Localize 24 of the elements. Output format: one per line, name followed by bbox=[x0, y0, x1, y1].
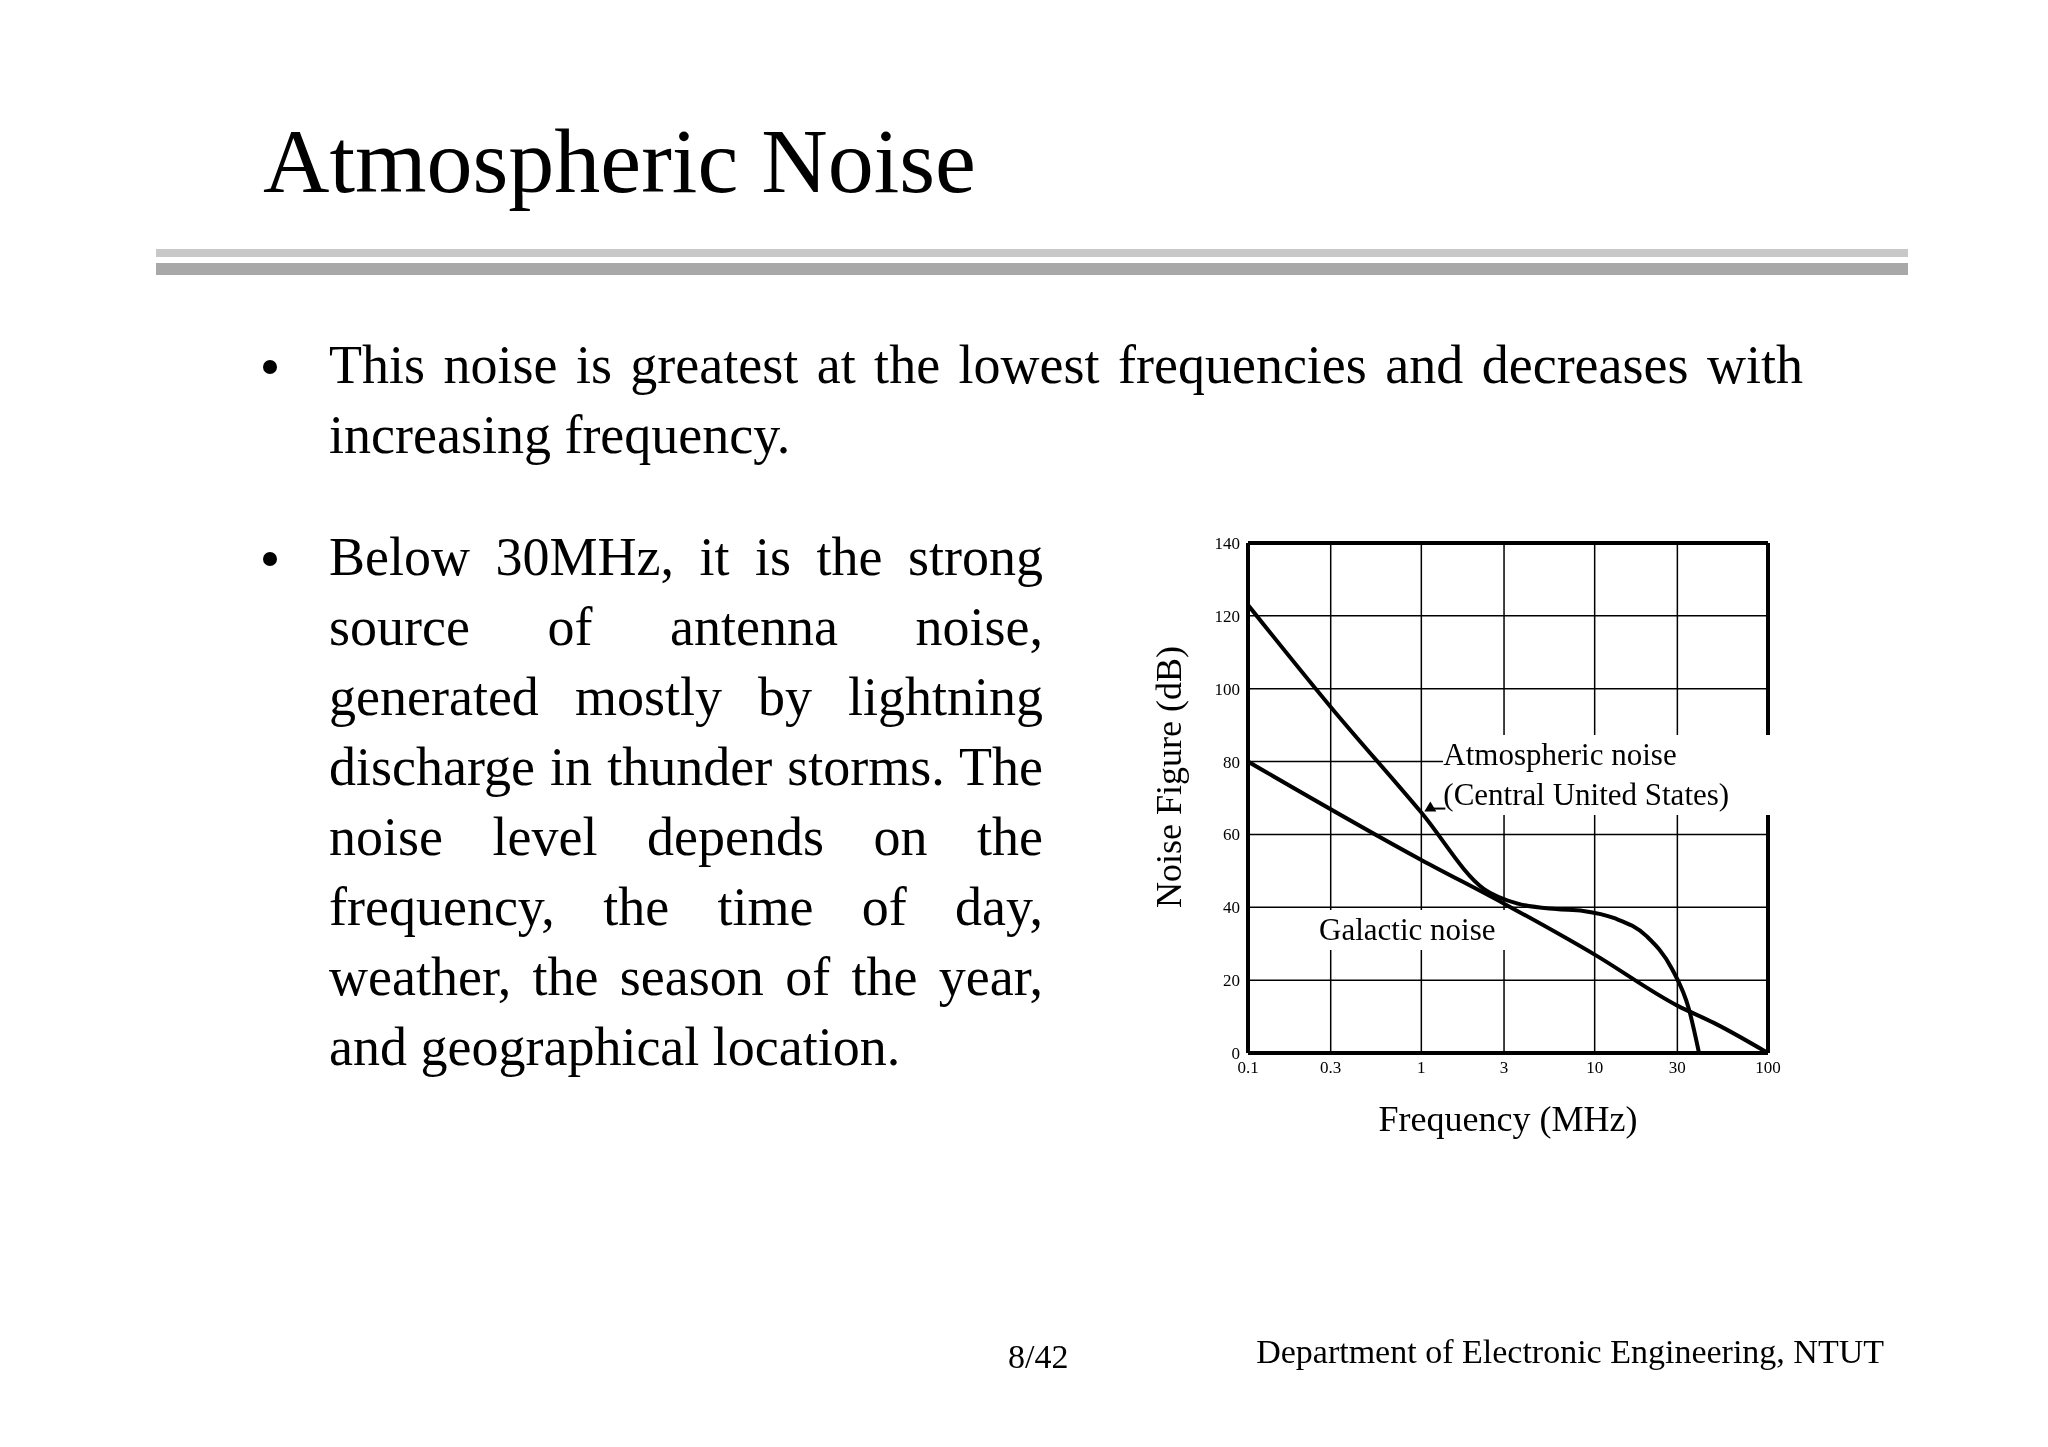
y-tick-label: 120 bbox=[1214, 606, 1240, 626]
y-tick-label: 20 bbox=[1223, 971, 1240, 991]
y-tick-label: 40 bbox=[1223, 898, 1240, 918]
y-tick-label: 100 bbox=[1214, 679, 1240, 699]
chart-title: Atmospheric Noise bbox=[263, 109, 976, 214]
y-tick-label: 60 bbox=[1223, 825, 1240, 845]
x-tick-label: 0.3 bbox=[1320, 1058, 1342, 1078]
series-label: Atmospheric noise (Central United States) bbox=[1443, 734, 1784, 815]
x-tick-label: 1 bbox=[1417, 1058, 1426, 1078]
x-tick-label: 10 bbox=[1586, 1058, 1604, 1078]
text: Below 30MHz, it is the strong source of antenna noise, generated mostly by lightning discharge in thunder storms. The noise level depends on the frequency, the time of day, weather, the season of the year, and geographical location. bbox=[329, 526, 1043, 1079]
text: 8/42 bbox=[1008, 1338, 1069, 1376]
y-tick-label: 80 bbox=[1223, 752, 1240, 772]
x-tick-label: 100 bbox=[1755, 1058, 1781, 1078]
text: Department of Electronic Engineering, NTUT bbox=[1256, 1333, 1884, 1371]
text: This noise is greatest at the lowest frequencies and decreases with increasing frequency. bbox=[329, 334, 1803, 467]
x-axis-title: Frequency (MHz) bbox=[1378, 1099, 1638, 1139]
x-tick-label: 30 bbox=[1668, 1058, 1686, 1078]
y-tick-label: 140 bbox=[1214, 534, 1240, 554]
y-axis-title: Noise Figure (dB) bbox=[1148, 646, 1189, 908]
y-tick-label: 0 bbox=[1231, 1044, 1240, 1064]
x-tick-label: 0.1 bbox=[1237, 1058, 1259, 1078]
series-label: Galactic noise bbox=[1319, 909, 1510, 950]
x-tick-label: 3 bbox=[1499, 1058, 1509, 1078]
